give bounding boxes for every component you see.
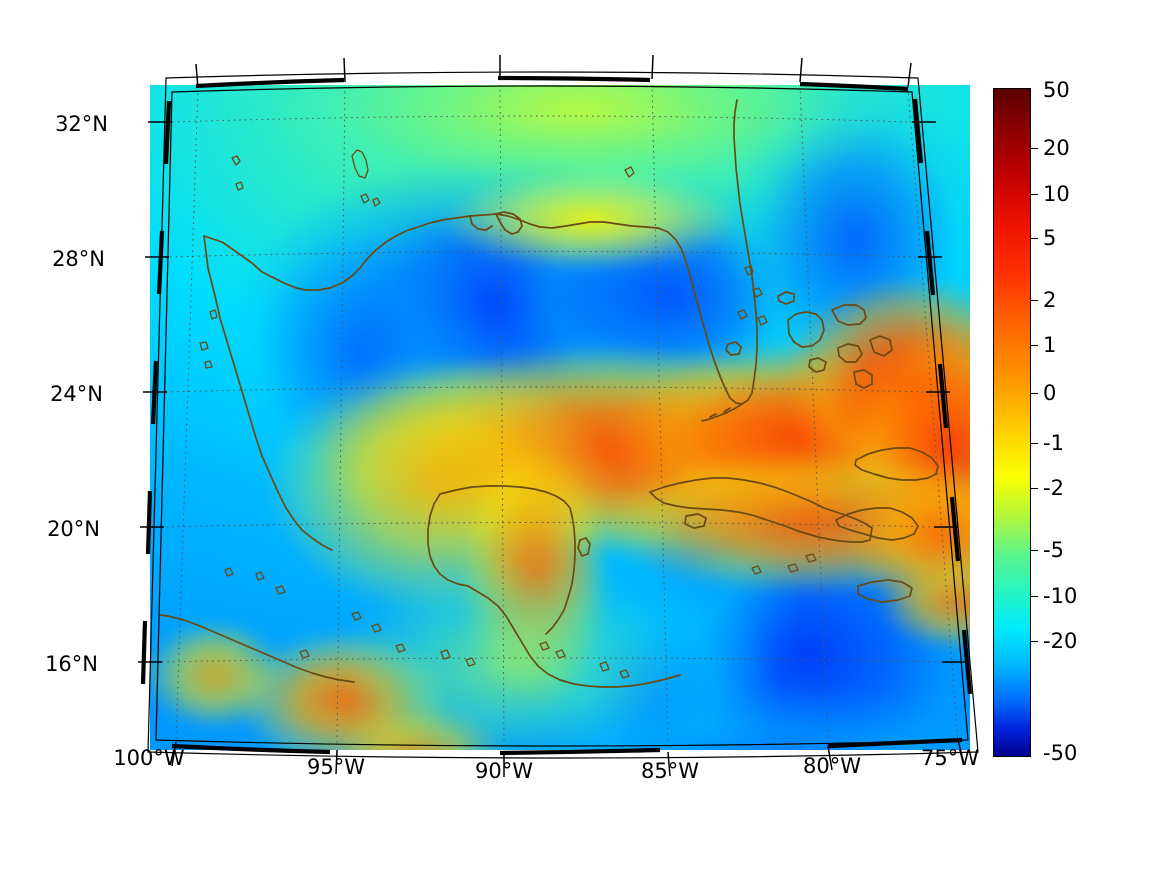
longitude-tick-label: 80°W xyxy=(803,754,861,778)
colorbar-tick-label: -20 xyxy=(1043,629,1078,653)
field-smoothing-veil xyxy=(150,85,970,750)
colorbar-tick xyxy=(1031,596,1038,597)
colorbar-tick xyxy=(1031,345,1038,346)
longitude-tick-label: 100°W xyxy=(113,746,185,770)
colorbar[interactable]: 50 20 10 5 2 1 0 -1 -2 -5 -10 -20 -50 xyxy=(993,78,1133,765)
colorbar-tick xyxy=(1031,238,1038,239)
colorbar-tick xyxy=(1031,148,1038,149)
colorbar-gradient[interactable] xyxy=(993,88,1031,757)
latitude-tick-label: 24°N xyxy=(50,382,103,406)
colorbar-tick-label: -5 xyxy=(1043,538,1064,562)
colorbar-tick-label: 20 xyxy=(1043,136,1070,160)
colorbar-tick xyxy=(1031,300,1038,301)
colorbar-tick xyxy=(1031,488,1038,489)
colorbar-tick xyxy=(1031,550,1038,551)
latitude-tick-label: 28°N xyxy=(52,247,105,271)
colorbar-tick-label: 0 xyxy=(1043,381,1057,405)
colorbar-tick xyxy=(1031,641,1038,642)
longitude-tick-label: 75°W xyxy=(921,746,979,770)
map-raster-clip xyxy=(150,85,970,750)
map-raster xyxy=(150,85,970,750)
colorbar-tick-label: 5 xyxy=(1043,226,1057,250)
colorbar-tick xyxy=(1031,443,1038,444)
colorbar-tick xyxy=(1031,194,1038,195)
colorbar-tick-label: 50 xyxy=(1043,78,1070,102)
colorbar-tick-label: 10 xyxy=(1043,182,1070,206)
colorbar-tick-label: -10 xyxy=(1043,584,1078,608)
colorbar-tick xyxy=(1031,393,1038,394)
latitude-tick-label: 20°N xyxy=(47,517,100,541)
longitude-tick-label: 85°W xyxy=(641,759,699,783)
colorbar-tick-label: 2 xyxy=(1043,288,1057,312)
longitude-tick-label: 95°W xyxy=(307,755,365,779)
colorbar-tick-label: -1 xyxy=(1043,431,1064,455)
latitude-tick-label: 16°N xyxy=(45,652,98,676)
longitude-tick-label: 90°W xyxy=(475,759,533,783)
colorbar-tick-label: -2 xyxy=(1043,476,1064,500)
longitude-ticks-top xyxy=(195,54,912,89)
latitude-tick-label: 32°N xyxy=(55,112,108,136)
colorbar-tick-label: -50 xyxy=(1043,741,1078,765)
colorbar-tick-label: 1 xyxy=(1043,333,1057,357)
